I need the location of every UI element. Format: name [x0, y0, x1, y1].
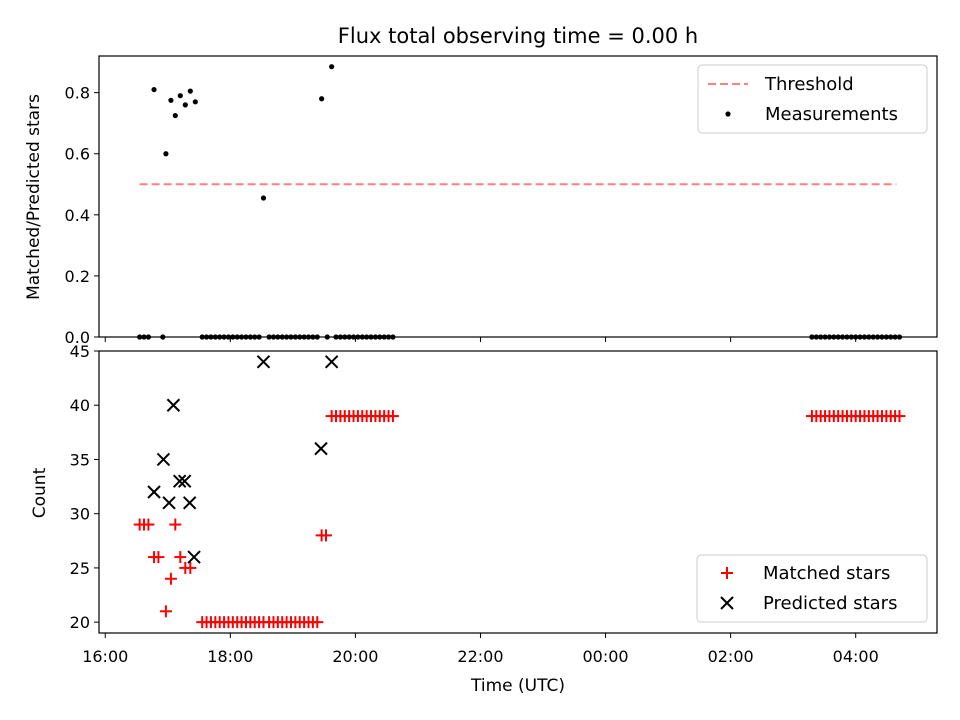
predicted-star-point	[162, 496, 176, 510]
bottom-legend: Matched stars Predicted stars	[696, 554, 928, 623]
bottom-y-ticks: 20 25 30 35 40 45	[70, 342, 99, 632]
top-ylabel: Matched/Predicted stars	[24, 94, 44, 300]
top-y-ticks: 0.0 0.2 0.4 0.6 0.8	[65, 84, 99, 347]
predicted-star-d2	[182, 496, 197, 510]
bottom-xtick-label: 18:00	[207, 647, 253, 666]
predicted-star-point	[324, 355, 339, 369]
bottom-x-ticks: 16:00 18:00 20:00 22:00 00:00 02:00 04:00	[82, 633, 879, 666]
predicted-star-point	[172, 474, 187, 488]
predicted-star-d2	[147, 485, 161, 499]
measurement-point	[151, 86, 157, 93]
matched-star-point	[184, 561, 197, 574]
top-panel: Flux total observing time = 0.00 h Match…	[24, 24, 938, 347]
measurement-point	[172, 112, 178, 119]
predicted-star-d2	[177, 474, 192, 488]
measurement-point	[177, 93, 183, 99]
predicted-star-point	[256, 355, 271, 369]
matched-star-point	[142, 518, 155, 531]
bottom-ytick-label: 30	[70, 505, 90, 524]
measurement-point	[168, 97, 174, 103]
matched-star-point	[159, 605, 172, 618]
top-ytick-label: 0.0	[65, 328, 90, 347]
top-title: Flux total observing time = 0.00 h	[338, 24, 698, 48]
predicted-star-d2	[187, 550, 201, 564]
matched-star-point	[174, 551, 187, 564]
bottom-ylabel: Count	[30, 467, 50, 518]
top-legend-box	[697, 64, 928, 134]
predicted-star-point	[187, 550, 201, 564]
bottom-xtick-label: 22:00	[457, 647, 503, 666]
bottom-ytick-label: 25	[70, 559, 90, 578]
bottom-xlabel: Time (UTC)	[470, 676, 565, 696]
top-plot-frame	[98, 55, 938, 338]
predicted-star-d2	[166, 398, 181, 412]
bottom-xtick-label: 04:00	[833, 647, 879, 666]
legend-matched-swatch	[721, 567, 733, 579]
predicted-star-d2	[314, 441, 328, 456]
predicted-star-point	[166, 398, 181, 412]
bottom-xtick-label: 16:00	[82, 647, 128, 666]
legend-threshold-label: Threshold	[764, 74, 854, 95]
legend-matched-label: Matched stars	[763, 563, 890, 584]
bottom-ytick-label: 35	[70, 450, 90, 469]
bottom-ytick-label: 20	[70, 613, 90, 632]
measurement-point	[192, 99, 198, 105]
measurement-point	[182, 102, 188, 108]
predicted-star-point	[314, 441, 328, 456]
bottom-xtick-label: 20:00	[332, 647, 378, 666]
legend-measurements-swatch	[725, 111, 731, 117]
predicted-star-point	[182, 496, 197, 510]
bottom-panel: Count Time (UTC) 20 25 30 35 40 45 16:00 18:00…	[30, 342, 938, 696]
bottom-ytick-label: 40	[70, 396, 90, 415]
measurement-point	[319, 96, 325, 102]
measurement-point	[260, 195, 267, 201]
matched-star-point	[320, 529, 333, 542]
bottom-ytick-label: 45	[70, 342, 90, 361]
predicted-star-point	[147, 485, 161, 499]
predicted-star-point	[156, 452, 171, 467]
legend-measurements-label: Measurements	[765, 104, 898, 125]
matched-star-point	[169, 518, 182, 531]
measurement-point	[163, 151, 169, 157]
matched-star-point	[893, 410, 906, 423]
matched-star-point	[311, 616, 324, 629]
predicted-star-d2	[324, 355, 339, 369]
legend-predicted-swatch	[720, 596, 734, 610]
top-ytick-label: 0.2	[65, 267, 90, 286]
measurement-point	[329, 64, 335, 70]
top-legend: Threshold Measurements	[697, 64, 928, 134]
predicted-star-d2	[162, 496, 176, 510]
legend-predicted-label: Predicted stars	[763, 593, 897, 614]
bottom-marks	[133, 355, 906, 629]
predicted-star-d2	[172, 474, 187, 488]
measurement-point	[187, 88, 193, 94]
bottom-plot-frame	[98, 350, 938, 634]
top-ytick-label: 0.8	[65, 84, 90, 103]
top-ytick-label: 0.6	[65, 145, 90, 164]
predicted-star-point	[177, 474, 192, 488]
matched-star-point	[386, 410, 399, 423]
matched-star-point	[152, 551, 165, 564]
predicted-star-d2	[156, 452, 171, 467]
bottom-legend-box	[696, 554, 928, 623]
predicted-star-d2	[256, 355, 271, 369]
matched-star-point	[164, 572, 177, 585]
top-ytick-label: 0.4	[65, 206, 90, 225]
bottom-xtick-label: 00:00	[582, 647, 628, 666]
bottom-xtick-label: 02:00	[708, 647, 754, 666]
